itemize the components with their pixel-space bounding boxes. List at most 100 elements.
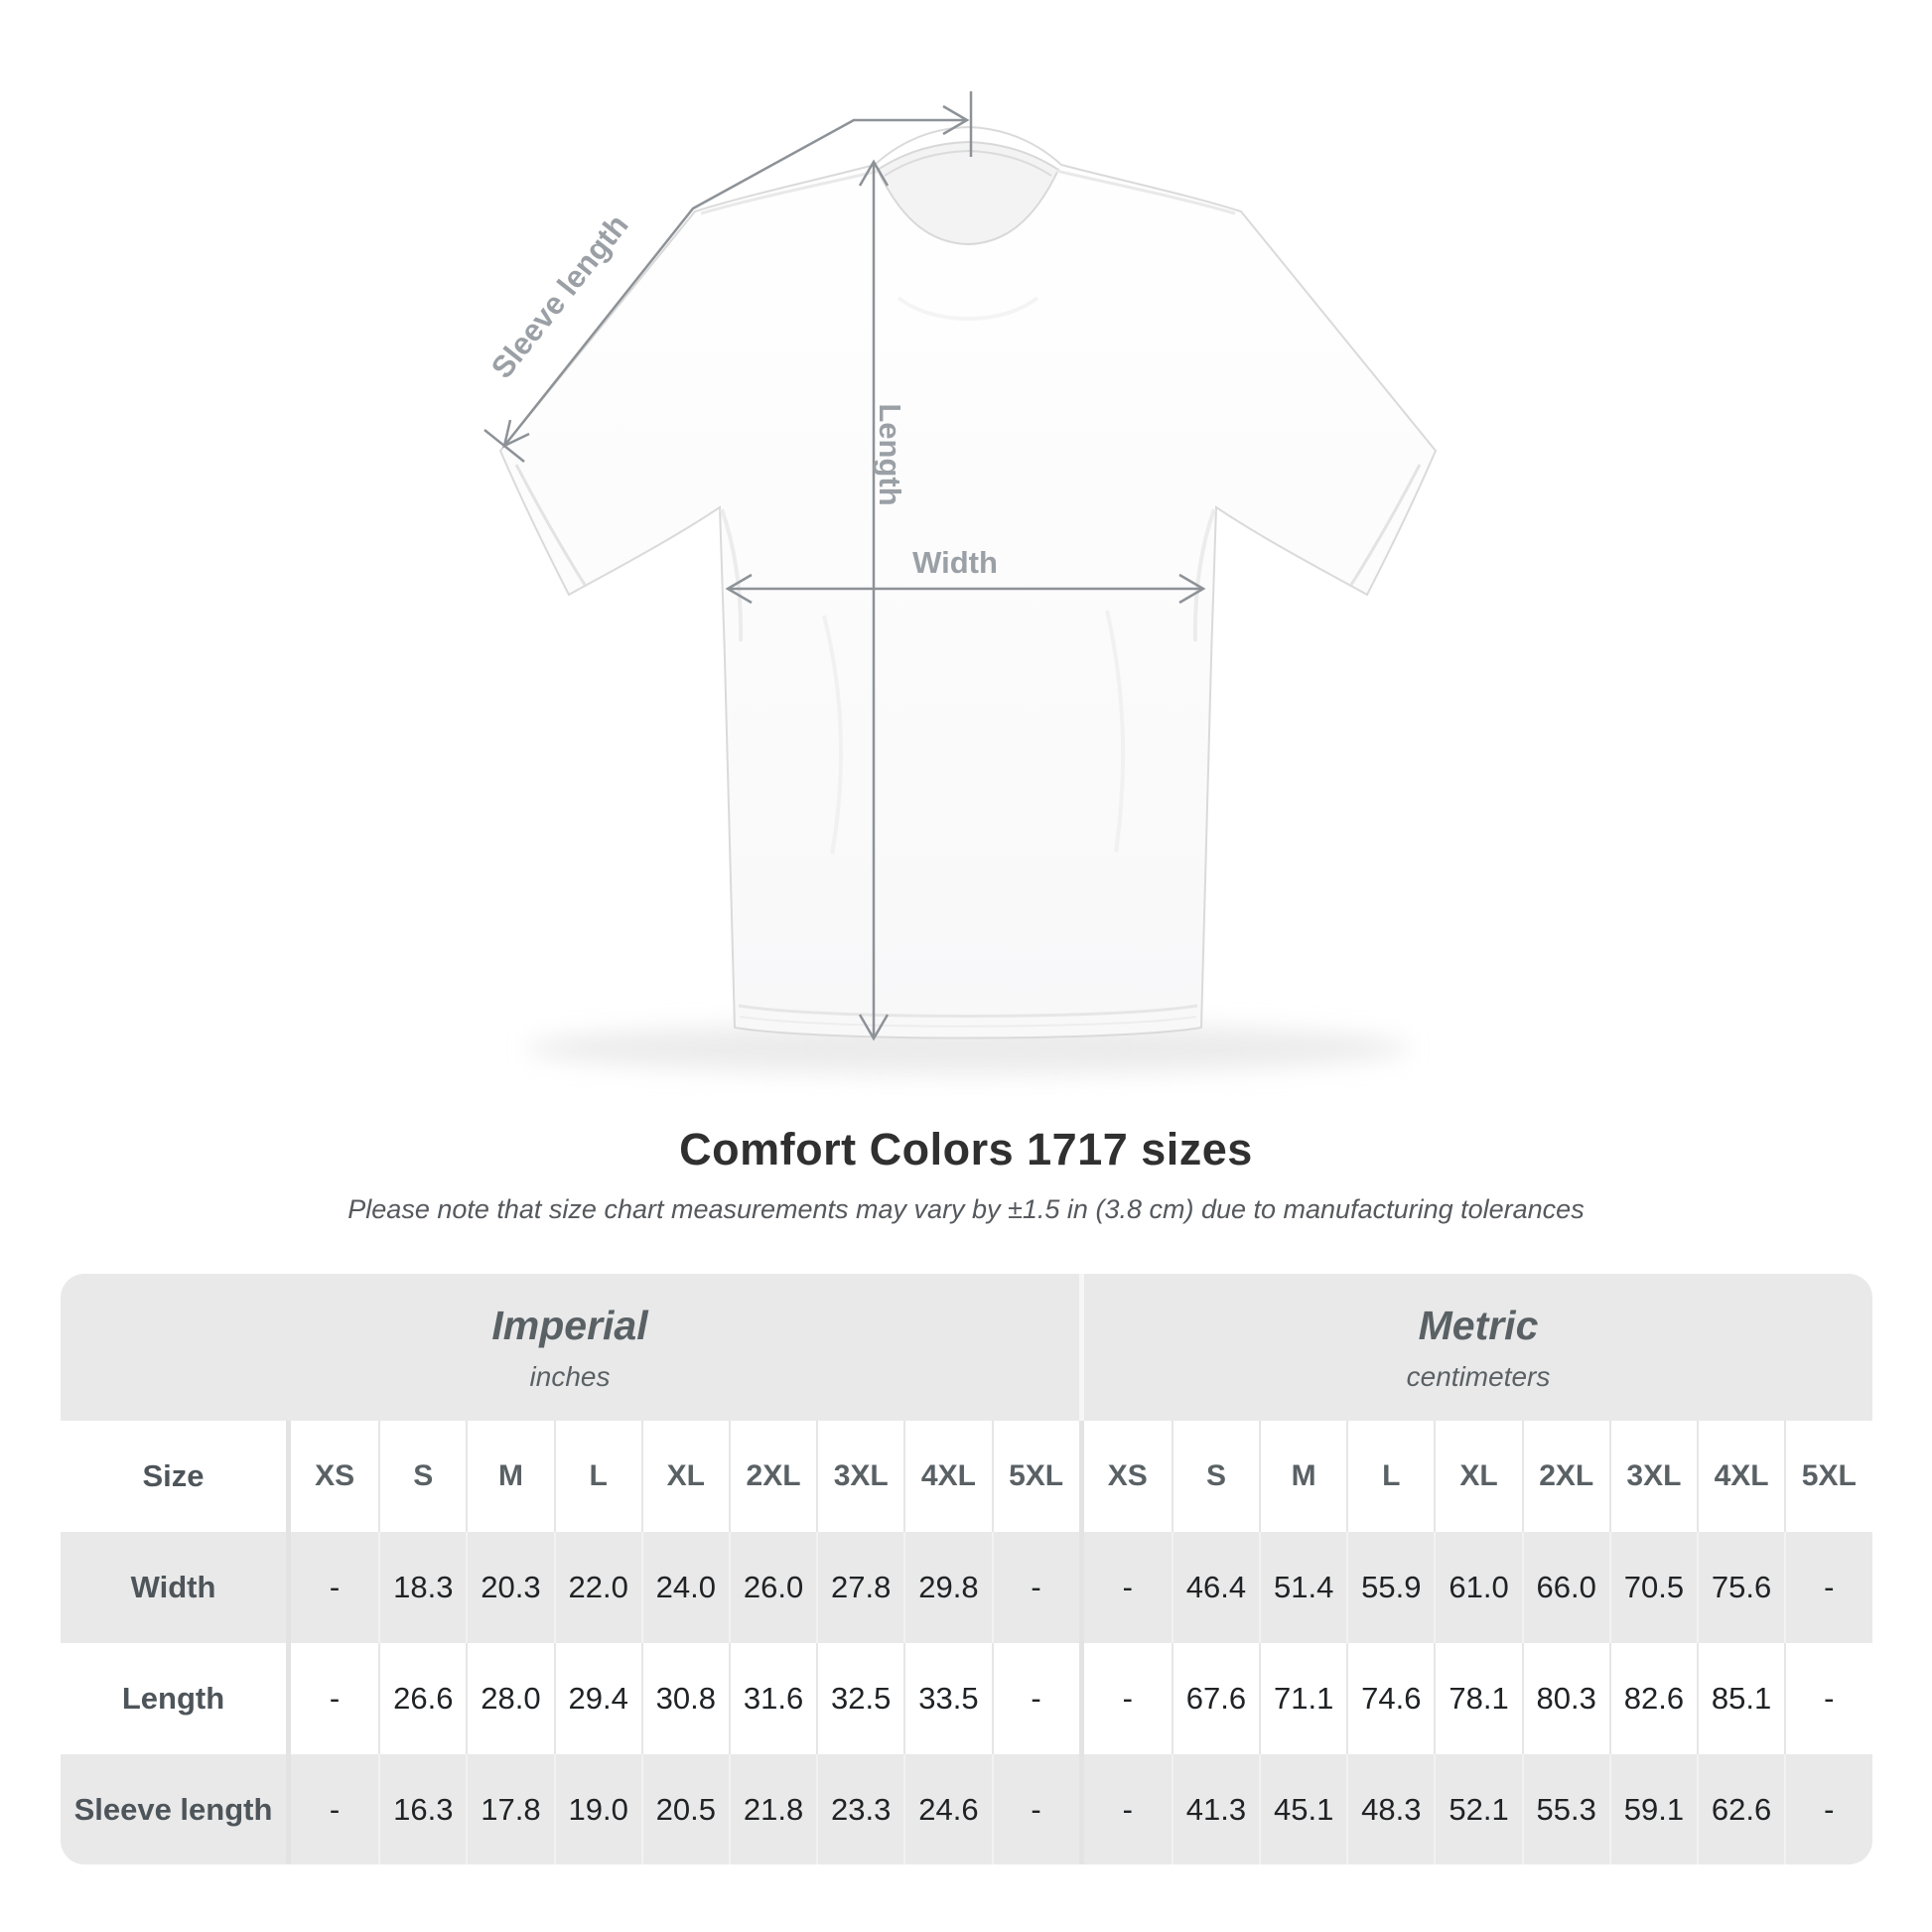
value-cell: 26.6 (378, 1643, 466, 1754)
size-col-header: 4XL (1697, 1421, 1784, 1532)
value-cell: 24.6 (903, 1754, 991, 1864)
value-cell: 29.8 (903, 1532, 991, 1643)
size-col-header: 2XL (728, 1421, 816, 1532)
value-cell: 46.4 (1171, 1532, 1259, 1643)
table-row-width: Width - 18.3 20.3 22.0 24.0 26.0 27.8 29… (61, 1532, 1872, 1643)
size-col-header: 2XL (1521, 1421, 1609, 1532)
imperial-header: Imperial inches (61, 1274, 1079, 1421)
value-cell: 21.8 (728, 1754, 816, 1864)
imperial-unit: inches (529, 1360, 611, 1392)
column-divider (1078, 1754, 1084, 1864)
value-cell: - (1122, 1570, 1133, 1604)
value-cell: 30.8 (640, 1643, 729, 1754)
value-cell: 19.0 (553, 1754, 641, 1864)
page-title: Comfort Colors 1717 sizes (679, 1124, 1253, 1174)
value-cell: 48.3 (1346, 1754, 1434, 1864)
value-cell: - (991, 1643, 1079, 1754)
size-col-header: 5XL (991, 1421, 1079, 1532)
size-col-header: M (1259, 1421, 1346, 1532)
column-divider (1078, 1643, 1084, 1754)
value-cell: 45.1 (1259, 1754, 1346, 1864)
size-col-header: XL (640, 1421, 729, 1532)
value-cell: - (329, 1570, 341, 1604)
value-cell: 80.3 (1521, 1643, 1609, 1754)
size-col-header: XS (315, 1459, 355, 1492)
size-col-header: 4XL (903, 1421, 991, 1532)
size-col-header: S (378, 1421, 466, 1532)
value-cell: 41.3 (1171, 1754, 1259, 1864)
width-arrow (725, 573, 1206, 605)
metric-unit: centimeters (1406, 1360, 1551, 1392)
value-cell: 18.3 (378, 1532, 466, 1643)
table-row-sleeve-length: Sleeve length - 16.3 17.8 19.0 20.5 21.8… (61, 1754, 1872, 1864)
size-col-header: XL (1434, 1421, 1521, 1532)
value-cell: 29.4 (553, 1643, 641, 1754)
value-cell: 55.3 (1521, 1754, 1609, 1864)
value-cell: - (1784, 1643, 1871, 1754)
value-cell: - (1122, 1792, 1133, 1827)
value-cell: 20.3 (466, 1532, 553, 1643)
row-label: Length (121, 1681, 225, 1716)
metric-label: Metric (1418, 1302, 1539, 1348)
tolerance-note: Please note that size chart measurements… (347, 1194, 1585, 1224)
column-divider (1078, 1421, 1084, 1532)
value-cell: 71.1 (1259, 1643, 1346, 1754)
metric-header: Metric centimeters (1084, 1274, 1872, 1421)
value-cell: 24.0 (640, 1532, 729, 1643)
size-col-header: M (466, 1421, 553, 1532)
value-cell: - (1784, 1532, 1871, 1643)
size-table: Imperial inches Metric centimeters Size … (61, 1274, 1872, 1864)
value-cell: 74.6 (1346, 1643, 1434, 1754)
size-header-label: Size (142, 1458, 205, 1493)
value-cell: 59.1 (1608, 1754, 1697, 1864)
value-cell: - (991, 1754, 1079, 1864)
length-label: Length (873, 403, 907, 505)
value-cell: 78.1 (1434, 1643, 1521, 1754)
shirt-shadow (526, 1023, 1410, 1074)
size-col-header: XS (1107, 1459, 1148, 1492)
size-col-header: S (1171, 1421, 1259, 1532)
value-cell: 67.6 (1171, 1643, 1259, 1754)
value-cell: 20.5 (640, 1754, 729, 1864)
collar (876, 140, 1060, 246)
size-col-header: 5XL (1784, 1421, 1871, 1532)
unit-divider (1079, 1274, 1084, 1421)
size-col-header: 3XL (816, 1421, 903, 1532)
value-cell: 33.5 (903, 1643, 991, 1754)
row-label: Sleeve length (73, 1792, 273, 1827)
value-cell: 75.6 (1697, 1532, 1784, 1643)
size-col-header: L (1346, 1421, 1434, 1532)
value-cell: 26.0 (728, 1532, 816, 1643)
value-cell: 82.6 (1608, 1643, 1697, 1754)
value-cell: 16.3 (378, 1754, 466, 1864)
value-cell: 66.0 (1521, 1532, 1609, 1643)
value-cell: 55.9 (1346, 1532, 1434, 1643)
table-row-length: Length - 26.6 28.0 29.4 30.8 31.6 32.5 3… (61, 1643, 1872, 1754)
value-cell: 22.0 (553, 1532, 641, 1643)
value-cell: 17.8 (466, 1754, 553, 1864)
value-cell: - (329, 1681, 341, 1716)
value-cell: 51.4 (1259, 1532, 1346, 1643)
value-cell: 23.3 (816, 1754, 903, 1864)
value-cell: - (991, 1532, 1079, 1643)
size-col-header: L (553, 1421, 641, 1532)
value-cell: - (1784, 1754, 1871, 1864)
value-cell: - (1122, 1681, 1133, 1716)
value-cell: 61.0 (1434, 1532, 1521, 1643)
row-label: Width (130, 1570, 216, 1604)
column-divider (286, 1532, 291, 1643)
tshirt-measurement-diagram: Sleeve length Length Width (483, 91, 1438, 1074)
measurement-arrows (483, 91, 1206, 1041)
value-cell: - (329, 1792, 341, 1827)
column-divider (286, 1421, 291, 1532)
value-cell: 52.1 (1434, 1754, 1521, 1864)
imperial-label: Imperial (491, 1302, 648, 1348)
value-cell: 27.8 (816, 1532, 903, 1643)
size-col-header: 3XL (1608, 1421, 1697, 1532)
tshirt-image (498, 125, 1438, 1039)
column-divider (286, 1643, 291, 1754)
value-cell: 28.0 (466, 1643, 553, 1754)
column-divider (286, 1754, 291, 1864)
value-cell: 62.6 (1697, 1754, 1784, 1864)
